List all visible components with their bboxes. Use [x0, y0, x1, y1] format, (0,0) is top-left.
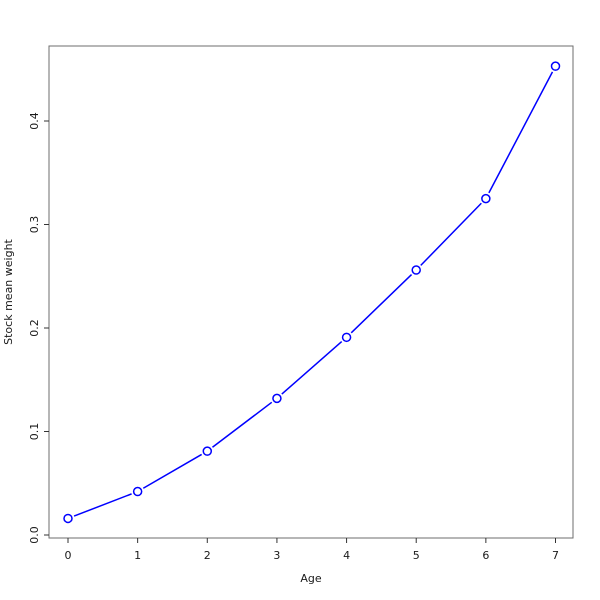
y-tick-label: 0.0 — [28, 526, 41, 544]
series-line-segment — [350, 274, 413, 334]
x-tick-label: 4 — [343, 549, 350, 562]
x-tick-label: 0 — [65, 549, 72, 562]
x-tick-label: 1 — [134, 549, 141, 562]
series-line-segment — [212, 401, 273, 448]
x-tick-label: 7 — [552, 549, 559, 562]
series-line-segment — [488, 71, 554, 194]
y-axis-title: Stock mean weight — [2, 238, 15, 344]
data-point-age-4 — [341, 332, 352, 343]
data-point-age-1 — [132, 486, 143, 497]
x-axis-title: Age — [300, 572, 322, 585]
series-line-segment — [281, 341, 343, 395]
x-tick-label: 3 — [273, 549, 280, 562]
y-tick-label: 0.2 — [28, 319, 41, 337]
x-tick-label: 5 — [413, 549, 420, 562]
series-line-segment — [142, 453, 203, 489]
data-point-age-3 — [272, 393, 282, 404]
data-point-age-0 — [63, 513, 73, 524]
plot-border — [48, 45, 574, 539]
data-point-age-7 — [550, 61, 561, 71]
y-tick-label: 0.1 — [28, 423, 41, 441]
data-point-age-6 — [481, 193, 491, 204]
data-point-age-2 — [202, 446, 213, 456]
y-tick-label: 0.3 — [28, 216, 41, 234]
series-line-segment — [73, 493, 132, 517]
data-point-age-5 — [411, 265, 421, 275]
data-series — [63, 61, 561, 524]
y-axis-ticks: 0.0 0.1 0.2 0.3 0.4 — [28, 112, 49, 544]
series-line-segment — [420, 202, 482, 266]
x-tick-label: 6 — [482, 549, 489, 562]
x-axis-ticks: 0 1 2 3 4 5 6 7 — [65, 538, 559, 562]
x-tick-label: 2 — [204, 549, 211, 562]
y-tick-label: 0.4 — [28, 112, 41, 130]
